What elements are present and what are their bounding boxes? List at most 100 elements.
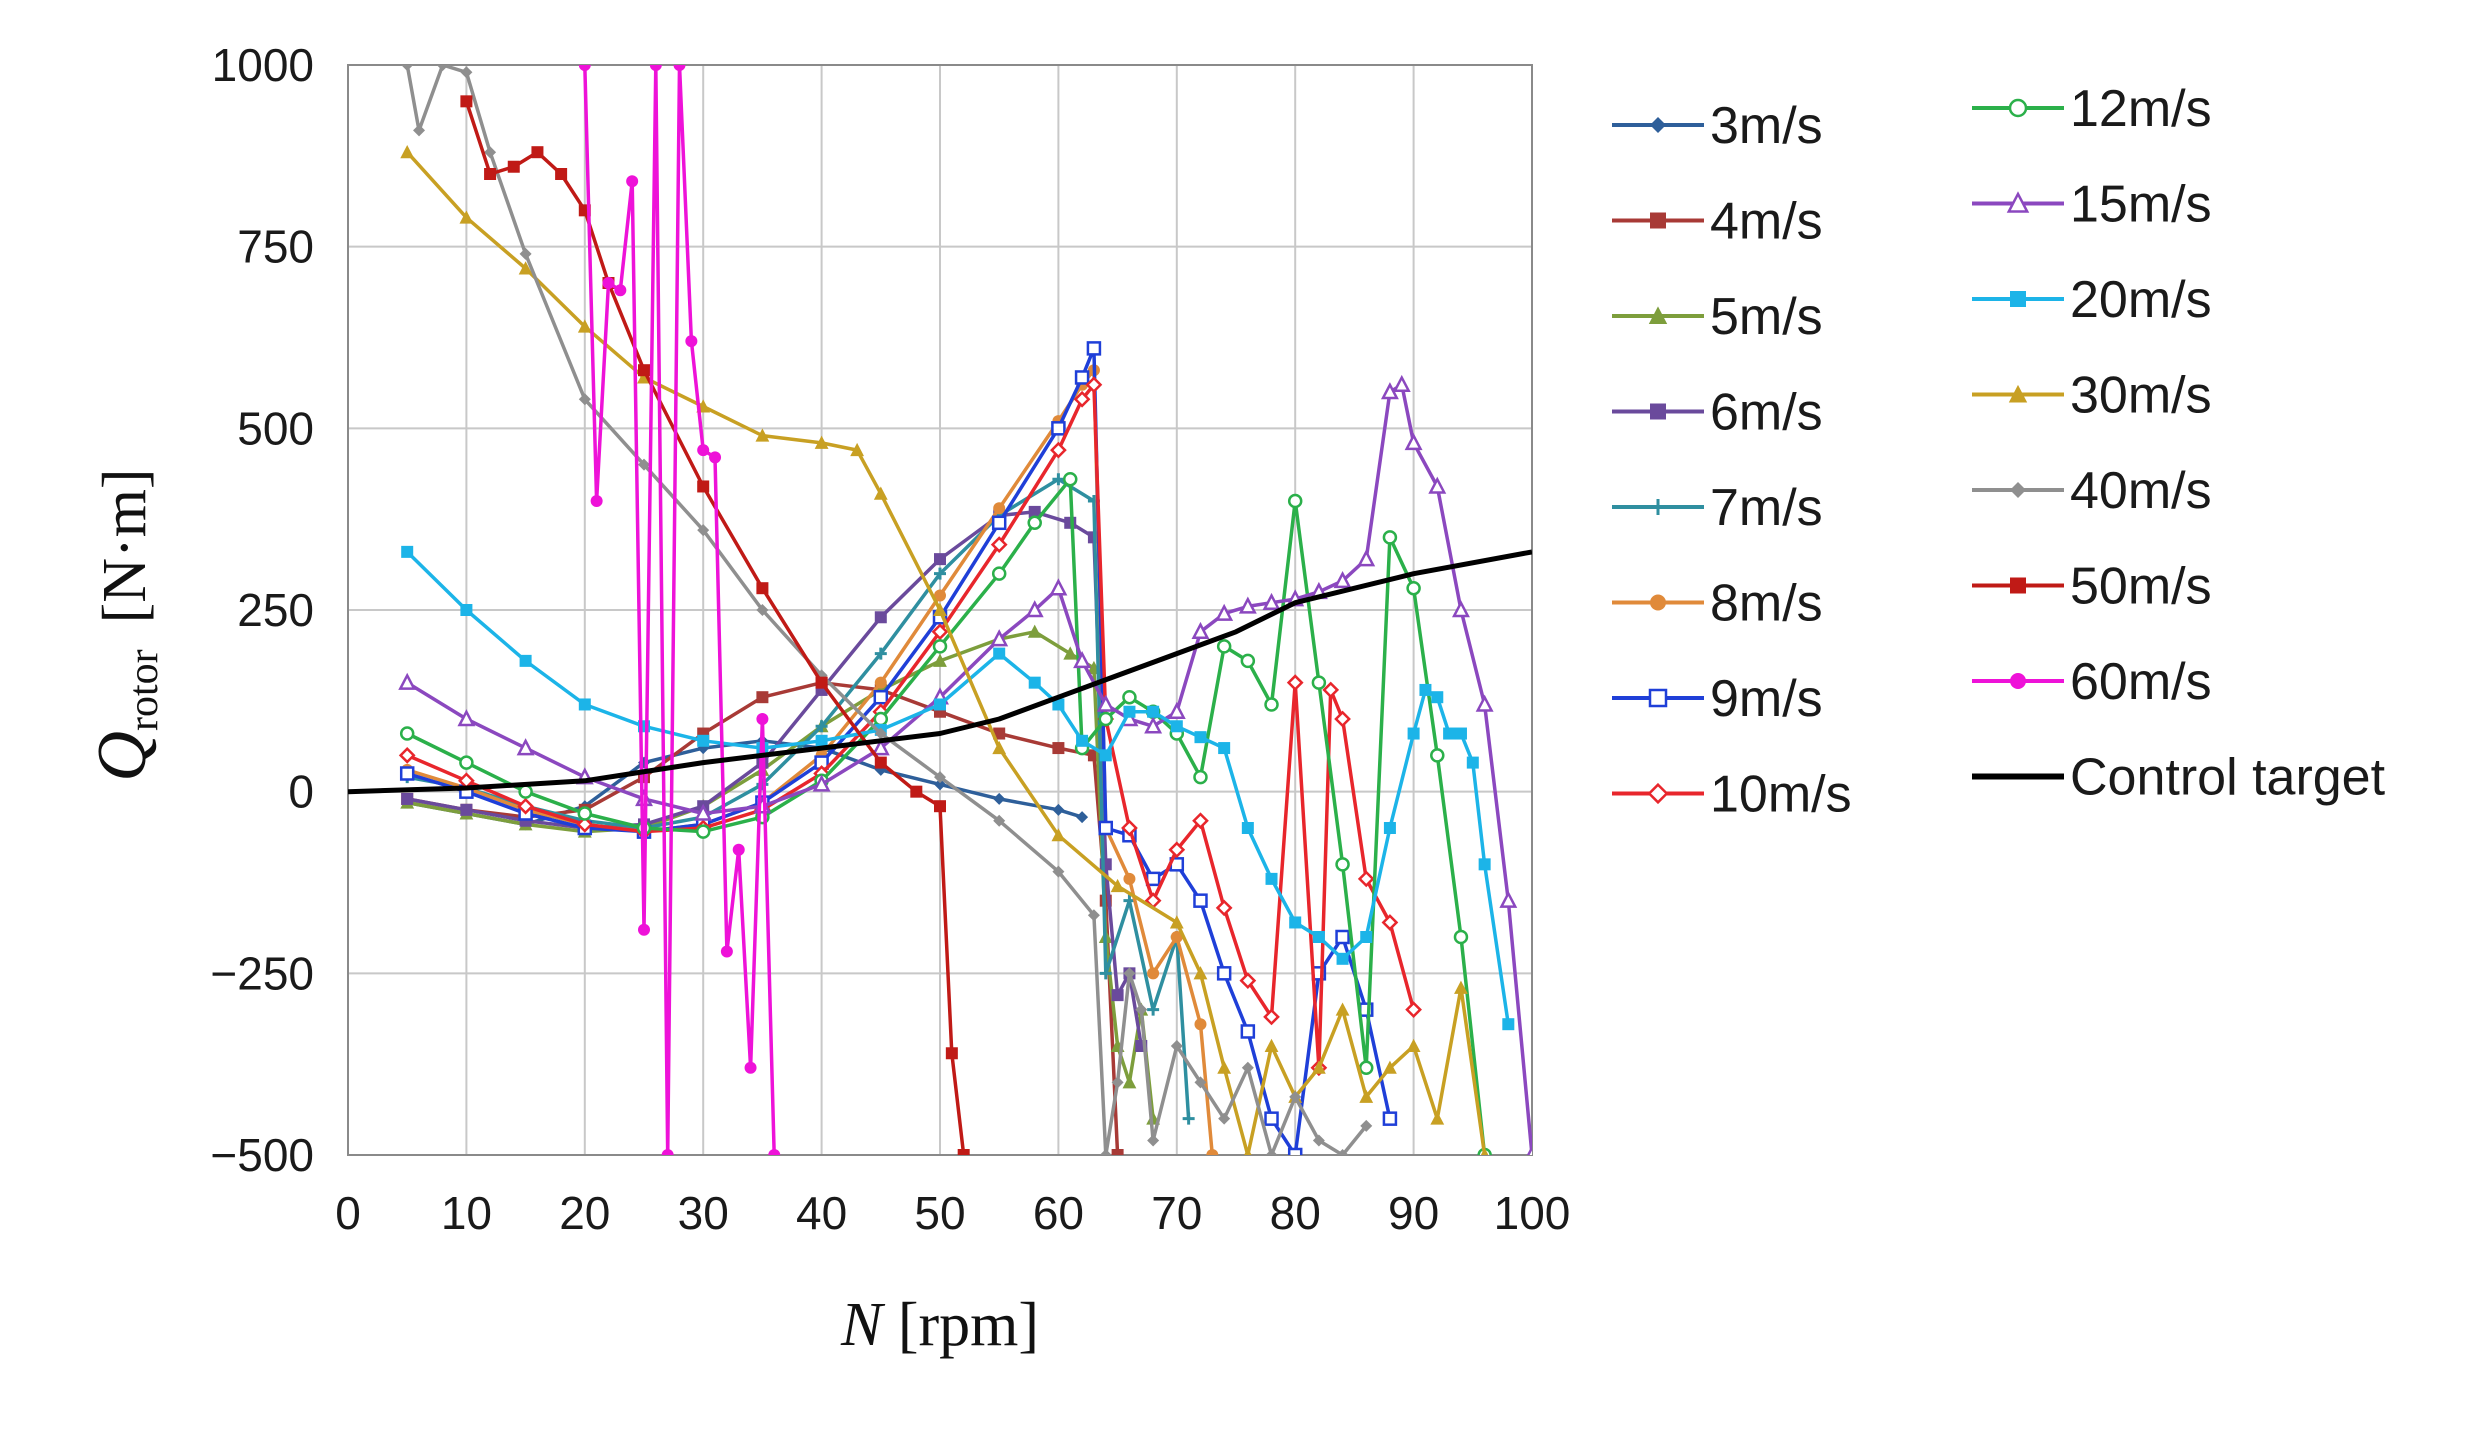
data-point-10m-s — [1263, 1008, 1280, 1026]
legend-entry-10m-s: 10m/s — [1612, 766, 1852, 824]
data-point-60m-s — [638, 923, 650, 936]
data-point-50m-s — [957, 1149, 970, 1155]
data-point-50m-s — [507, 160, 520, 173]
data-point-8m-s — [1147, 967, 1160, 980]
data-point-30m-s — [1359, 1089, 1374, 1103]
legend-swatch-marker — [2008, 384, 2028, 403]
data-point-60m-s — [768, 1149, 781, 1155]
legend-entry-15m-s: 15m/s — [1972, 176, 2212, 234]
data-point-8m-s — [1123, 872, 1136, 885]
data-point-6m-s — [401, 792, 414, 805]
y-axis-unit: [N·m] — [91, 468, 159, 623]
data-point-30m-s — [518, 261, 533, 275]
data-point-15m-s — [516, 738, 535, 756]
data-point-10m-s — [1334, 710, 1351, 728]
data-point-12m-s — [1358, 1060, 1374, 1076]
data-point-12m-s — [1216, 639, 1232, 654]
data-point-3m-s — [1052, 803, 1065, 816]
data-point-15m-s — [1499, 890, 1518, 908]
data-point-15m-s — [457, 709, 476, 727]
data-point-10m-s — [1381, 914, 1399, 931]
data-point-50m-s — [815, 676, 828, 689]
legend-label: 10m/s — [1710, 766, 1852, 824]
legend-label: 4m/s — [1710, 193, 1823, 251]
data-point-40m-s — [1170, 1040, 1183, 1052]
data-point-7m-s — [934, 567, 946, 580]
legend-label: 6m/s — [1710, 384, 1823, 442]
data-point-60m-s — [578, 65, 591, 71]
data-point-40m-s — [756, 604, 769, 616]
data-point-15m-s — [990, 629, 1009, 647]
data-point-50m-s — [756, 582, 769, 595]
data-point-15m-s — [1144, 716, 1163, 734]
data-point-40m-s — [874, 727, 887, 740]
data-point-15m-s — [1404, 432, 1423, 451]
data-point-50m-s — [910, 785, 923, 798]
data-point-6m-s — [1028, 505, 1041, 518]
data-point-30m-s — [814, 435, 829, 449]
legend-entry-40m-s: 40m/s — [1972, 462, 2212, 520]
data-point-40m-s — [1218, 1112, 1231, 1125]
data-point-8m-s — [934, 589, 946, 602]
data-point-30m-s — [1335, 1002, 1350, 1016]
data-point-30m-s — [1244, 1147, 1252, 1155]
data-point-15m-s — [1333, 571, 1352, 589]
legend-label: 8m/s — [1710, 575, 1823, 633]
data-point-40m-s — [578, 393, 591, 406]
data-point-60m-s — [649, 65, 662, 71]
data-point-40m-s — [1052, 865, 1065, 878]
data-point-6m-s — [874, 611, 887, 624]
legend-entry-30m-s: 30m/s — [1972, 367, 2212, 425]
data-point-30m-s — [1406, 1038, 1421, 1052]
data-point-40m-s — [1123, 967, 1136, 980]
data-point-20m-s — [1123, 705, 1136, 718]
data-point-12m-s — [1098, 711, 1114, 727]
data-point-20m-s — [1218, 742, 1231, 755]
data-point-20m-s — [1466, 756, 1479, 769]
data-point-10m-s — [1121, 819, 1138, 837]
x-axis-unit: [rpm] — [882, 1291, 1039, 1359]
data-point-12m-s — [1122, 689, 1137, 705]
x-tick-label: 10 — [441, 1187, 492, 1239]
legend-entry-7m-s: 7m/s — [1612, 479, 1823, 537]
data-point-10m-s — [576, 815, 594, 833]
data-point-10m-s — [517, 797, 534, 815]
series-line-control-target — [348, 549, 1532, 795]
legend-swatch-marker — [1650, 117, 1666, 133]
data-point-40m-s — [413, 124, 426, 137]
data-point-7m-s — [815, 720, 828, 733]
data-point-20m-s — [993, 647, 1006, 660]
data-point-9m-s — [1098, 820, 1114, 836]
y-axis-variable: Q — [84, 731, 161, 782]
data-point-10m-s — [1192, 812, 1209, 830]
data-point-7m-s — [874, 647, 887, 660]
data-point-9m-s — [991, 515, 1007, 531]
data-point-20m-s — [519, 654, 532, 667]
data-point-6m-s — [934, 553, 946, 566]
data-point-9m-s — [1287, 1147, 1303, 1155]
y-tick-label: 0 — [288, 766, 314, 818]
data-point-60m-s — [590, 495, 603, 507]
data-point-12m-s — [932, 639, 948, 654]
data-point-20m-s — [1241, 822, 1254, 834]
data-point-30m-s — [933, 602, 947, 616]
data-point-12m-s — [1240, 653, 1256, 669]
legend-swatch-marker — [1650, 499, 1666, 515]
series-line-50m-s — [464, 100, 966, 1155]
data-point-10m-s — [1168, 841, 1186, 859]
data-point-7m-s — [1182, 1112, 1195, 1125]
legend-swatch-marker — [1650, 403, 1666, 420]
data-point-5m-s — [933, 653, 947, 667]
data-point-20m-s — [1312, 931, 1325, 943]
data-point-20m-s — [697, 734, 710, 747]
data-point-30m-s — [459, 210, 474, 224]
legend-label: 15m/s — [2070, 176, 2212, 234]
data-point-12m-s — [1430, 748, 1445, 763]
data-point-12m-s — [459, 755, 474, 770]
y-tick-label: 1000 — [212, 39, 314, 91]
data-point-40m-s — [934, 771, 946, 784]
data-point-40m-s — [1135, 1003, 1148, 1016]
legend-label: 5m/s — [1710, 288, 1823, 346]
data-point-9m-s — [1193, 893, 1208, 908]
